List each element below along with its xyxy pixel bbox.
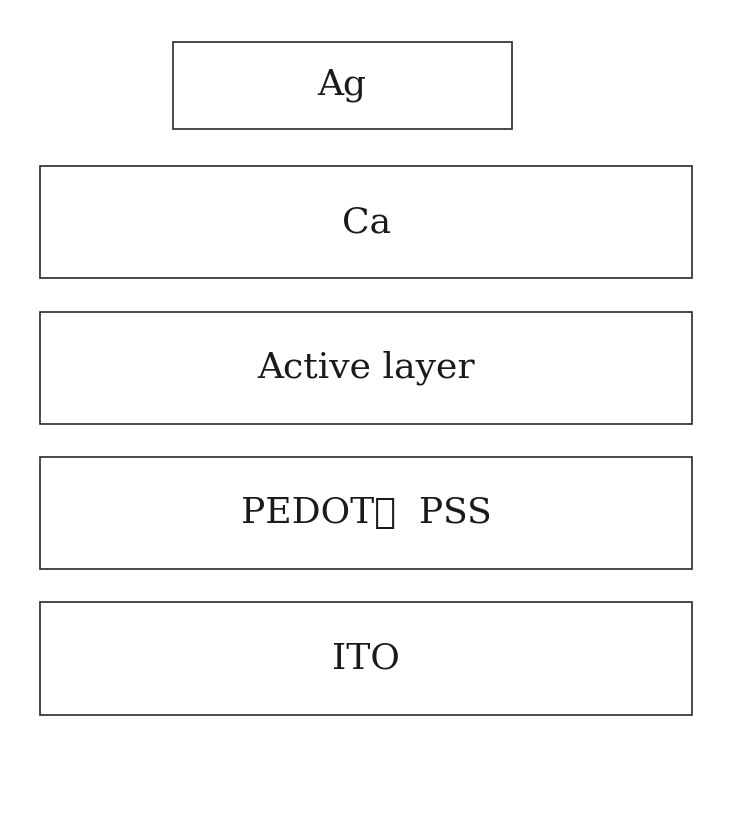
Text: Active layer: Active layer [258, 351, 475, 385]
Bar [173, 42, 512, 129]
Text: ITO: ITO [332, 642, 400, 676]
Text: Ag: Ag [318, 68, 367, 102]
Bar [40, 457, 692, 569]
Bar [40, 166, 692, 278]
Text: PEDOT：  PSS: PEDOT： PSS [241, 496, 492, 530]
Text: Ca: Ca [342, 205, 391, 239]
Bar [40, 312, 692, 424]
Bar [40, 602, 692, 715]
